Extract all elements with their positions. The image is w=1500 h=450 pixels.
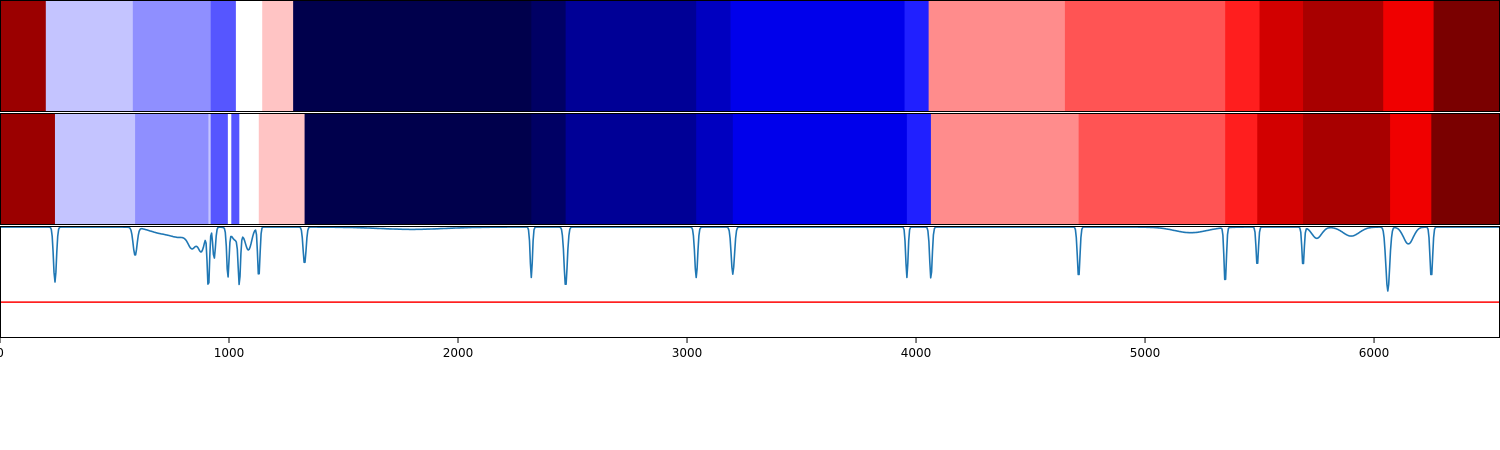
line-panel	[0, 226, 1500, 338]
x-tick-label: 1000	[214, 346, 245, 360]
heatmap-segment	[239, 113, 260, 225]
heatmap-segment	[132, 0, 212, 112]
heatmap-segment	[293, 0, 532, 112]
heatmap-segment	[258, 113, 306, 225]
x-tick-label: 5000	[1130, 346, 1161, 360]
heatmap-segment	[730, 0, 906, 112]
x-axis: 0 1000 2000 3000 4000 5000 6000	[0, 338, 1389, 360]
heatmap-segment	[0, 0, 47, 112]
heatmap-segment	[235, 0, 263, 112]
heatmap-segment	[565, 0, 697, 112]
heatmap-segment	[45, 0, 134, 112]
heatmap-segment	[262, 0, 294, 112]
heatmap-segment	[904, 0, 930, 112]
heatmap-segment	[1078, 113, 1226, 225]
x-tick-label: 4000	[901, 346, 932, 360]
x-tick-label: 6000	[1359, 346, 1390, 360]
heatmap-segment	[0, 113, 56, 225]
heatmap-segment	[54, 113, 136, 225]
heatmap-segment	[1431, 113, 1500, 225]
heatmap-segment	[1064, 0, 1226, 112]
heatmap-segment	[231, 113, 240, 225]
heatmap-segment	[928, 0, 1066, 112]
heatmap-segment	[1225, 113, 1258, 225]
heatmap-segment	[1390, 113, 1432, 225]
heatmap-segment	[1303, 113, 1391, 225]
heatmap-segment	[208, 113, 212, 225]
heatmap-segment	[227, 113, 232, 225]
x-tick-label: 2000	[443, 346, 474, 360]
x-tick-label: 0	[0, 346, 4, 360]
x-tick-label: 3000	[672, 346, 703, 360]
heatmap-segment	[930, 113, 1080, 225]
heatmap-segment	[696, 0, 732, 112]
heatmap-segment	[696, 113, 734, 225]
heatmap-segment	[732, 113, 908, 225]
heatmap-segment	[210, 113, 229, 225]
heatmap-segment	[1433, 0, 1500, 112]
heatmap-segment	[565, 113, 697, 225]
heatmap-segment	[304, 113, 532, 225]
heatmap-segment	[210, 0, 237, 112]
heatmap-segment	[1225, 0, 1261, 112]
heatmap-segment	[1303, 0, 1384, 112]
heatmap-segment	[1383, 0, 1435, 112]
heatmap-row-top	[0, 0, 1500, 112]
heatmap-segment	[1257, 113, 1304, 225]
heatmap-segment	[1259, 0, 1304, 112]
heatmap-segment	[531, 0, 567, 112]
series-line	[0, 226, 1500, 292]
line-panel-background	[0, 226, 1500, 338]
heatmap-row-bottom	[0, 113, 1500, 225]
heatmap-segment	[135, 113, 209, 225]
heatmap-segment	[531, 113, 567, 225]
heatmap-segment	[906, 113, 932, 225]
